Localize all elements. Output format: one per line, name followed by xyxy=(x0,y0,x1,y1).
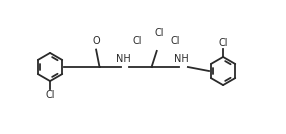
Text: O: O xyxy=(92,36,100,46)
Text: NH: NH xyxy=(174,54,189,64)
Text: Cl: Cl xyxy=(45,90,55,100)
Text: Cl: Cl xyxy=(132,36,142,46)
Text: Cl: Cl xyxy=(218,38,228,48)
Text: Cl: Cl xyxy=(170,36,180,46)
Text: NH: NH xyxy=(116,54,130,64)
Text: Cl: Cl xyxy=(154,27,164,38)
